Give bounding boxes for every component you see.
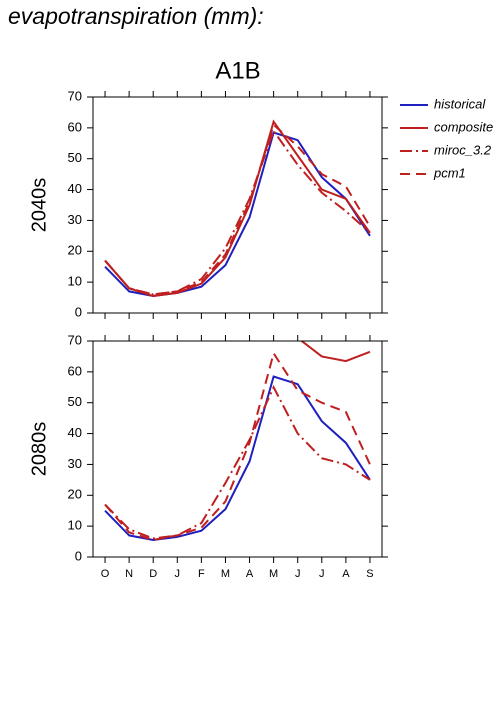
plot-frame — [92, 340, 383, 558]
series-line — [104, 119, 371, 298]
x-tick-label: A — [342, 568, 350, 580]
series-line — [104, 122, 371, 296]
y-axis-label: 2040s — [28, 178, 50, 233]
legend-label: miroc_3.2 — [434, 142, 492, 157]
series-line — [104, 350, 371, 542]
y-tick-label: 60 — [68, 363, 82, 378]
x-tick-label: J — [295, 568, 301, 580]
x-tick-label: M — [269, 568, 278, 580]
y-tick-label: 20 — [68, 487, 82, 502]
y-tick-label: 40 — [68, 425, 82, 440]
series-line — [300, 341, 371, 363]
y-axis-label: 2080s — [28, 422, 50, 477]
y-tick-label: 0 — [75, 548, 82, 563]
x-tick-label: M — [221, 568, 230, 580]
x-tick-label: F — [198, 568, 205, 580]
y-tick-label: 70 — [68, 88, 82, 103]
x-tick-label: A — [246, 568, 254, 580]
series-line — [104, 375, 371, 542]
legend-label: historical — [434, 96, 486, 111]
x-tick-label: D — [149, 568, 157, 580]
x-tick-label: O — [101, 568, 110, 580]
x-tick-label: J — [175, 568, 181, 580]
y-tick-label: 50 — [68, 150, 82, 165]
x-tick-label: J — [319, 568, 325, 580]
y-tick-label: 0 — [75, 304, 82, 319]
plot-frame — [92, 96, 383, 314]
legend-label: composite — [434, 119, 493, 134]
y-tick-label: 40 — [68, 181, 82, 196]
x-tick-label: N — [125, 568, 133, 580]
x-tick-label: S — [366, 568, 373, 580]
y-tick-label: 10 — [68, 518, 82, 533]
series-line — [104, 131, 371, 298]
y-tick-label: 60 — [68, 119, 82, 134]
y-tick-label: 10 — [68, 274, 82, 289]
y-tick-label: 70 — [68, 332, 82, 347]
chart-subtitle: A1B — [215, 57, 260, 84]
y-tick-label: 20 — [68, 243, 82, 258]
y-tick-label: 50 — [68, 394, 82, 409]
series-line — [104, 128, 371, 296]
series-line — [104, 385, 371, 540]
y-tick-label: 30 — [68, 212, 82, 227]
page-title: evapotranspiration (mm): — [8, 3, 264, 29]
legend-label: pcm1 — [433, 165, 466, 180]
y-tick-label: 30 — [68, 456, 82, 471]
